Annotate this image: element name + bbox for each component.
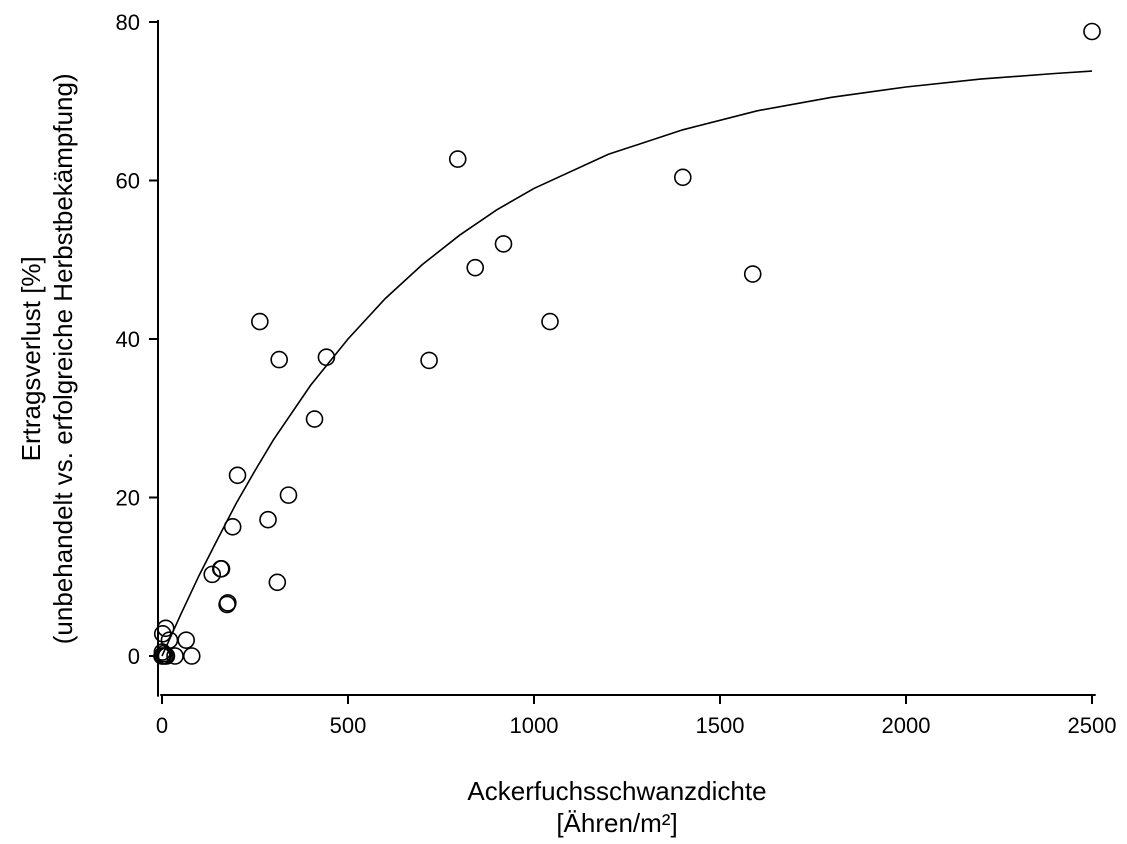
y-tick-label: 0 (128, 644, 140, 669)
data-point (743, 265, 762, 283)
fit-curve (161, 70, 1093, 657)
x-axis-label: Ackerfuchsschwanzdichte (467, 776, 766, 806)
data-point (259, 510, 277, 529)
x-tick-label: 2000 (882, 713, 931, 738)
axis-ticks: 0 20 40 60 80 0 500 1000 1500 2000 2500 (116, 10, 1117, 738)
data-point (494, 235, 513, 253)
x-axis-unit-label: [Ähren/m²] (556, 808, 677, 838)
data-point (279, 486, 298, 504)
data-point (177, 631, 195, 649)
data-point (317, 348, 336, 367)
data-point (223, 518, 242, 536)
data-point (270, 350, 288, 369)
fit-curve-layer (161, 70, 1093, 657)
data-point (1083, 22, 1101, 41)
data-point (182, 647, 201, 665)
y-tick-label: 80 (116, 10, 140, 35)
data-point (228, 466, 247, 485)
data-point (203, 565, 222, 584)
data-point (268, 573, 287, 592)
data-point (420, 351, 438, 370)
x-tick-label: 0 (156, 713, 168, 738)
x-tick-label: 1500 (696, 713, 745, 738)
x-tick-label: 2500 (1068, 713, 1117, 738)
data-point (541, 312, 559, 331)
y-axis-sublabel: (unbehandelt vs. erfolgreiche Herbstbekä… (48, 73, 78, 644)
y-axis-label: Ertragsverlust [%] (16, 256, 46, 461)
data-point (156, 619, 175, 638)
y-tick-label: 40 (116, 327, 140, 352)
x-tick-label: 500 (330, 713, 367, 738)
data-point (251, 312, 269, 331)
y-tick-label: 20 (116, 486, 140, 511)
axes (157, 20, 1096, 697)
data-point (448, 150, 467, 168)
y-tick-label: 60 (116, 169, 140, 194)
data-point (219, 594, 237, 612)
data-point (305, 410, 324, 428)
data-points (153, 22, 1101, 665)
data-point (673, 168, 692, 187)
data-point (466, 258, 485, 277)
data-point (212, 560, 231, 578)
x-tick-label: 1000 (510, 713, 559, 738)
